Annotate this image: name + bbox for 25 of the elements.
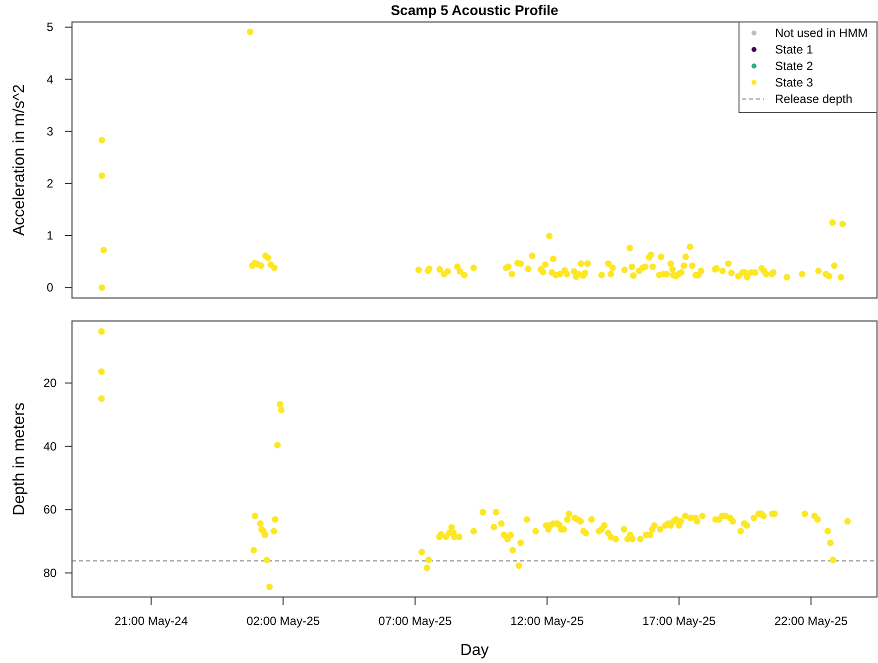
x-tick-label: 22:00 May-25	[774, 614, 848, 628]
y-tick-label: 0	[46, 280, 54, 295]
legend-label: State 3	[775, 76, 814, 90]
text: Release depth	[775, 92, 852, 106]
legend-label: Not used in HMM	[775, 26, 868, 40]
x-tick-label: 02:00 May-25	[246, 614, 320, 628]
y-tick-label: 40	[43, 439, 57, 454]
x-axis-title: Day	[460, 642, 489, 659]
y-tick-label: 20	[43, 376, 57, 390]
y-tick-label: 3	[46, 124, 54, 138]
y-tick-label: 4	[46, 72, 54, 86]
x-tick-label: 12:00 May-25	[510, 614, 584, 628]
y-tick-label: 80	[43, 566, 57, 580]
chart-title: Scamp 5 Acoustic Profile	[390, 2, 558, 18]
x-tick-label: 21:00 May-24	[114, 614, 188, 628]
y-axis-title: Depth in meters	[11, 402, 28, 516]
y-tick-label: 60	[43, 502, 57, 517]
x-tick-label: 07:00 May-25	[378, 614, 452, 628]
y-axis-title: Acceleration in m/s^2	[11, 84, 28, 236]
y-tick-label: 2	[46, 176, 54, 190]
legend-label: State 2	[775, 59, 814, 73]
legend-label: State 1	[775, 42, 814, 56]
x-tick-label: 17:00 May-25	[642, 614, 716, 628]
y-tick-label: 5	[46, 20, 54, 34]
y-tick-label: 1	[46, 228, 54, 243]
